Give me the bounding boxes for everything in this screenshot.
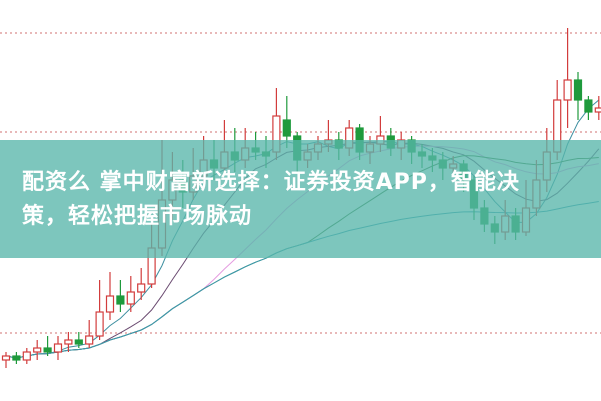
candle-body [594,107,601,113]
candle-body [53,343,63,353]
headline-line-2: 策，轻松把握市场脉动 [22,204,253,229]
candle-body [22,351,31,361]
candle-body [95,311,104,337]
candle-body [584,99,593,113]
candle-body [74,339,83,345]
candle-body [43,347,52,353]
candle-body [1,355,11,361]
candle-body [563,79,572,101]
candle-body [573,79,583,101]
candle-body [105,295,115,313]
candle-body [282,119,291,137]
candle-body [126,291,135,305]
candle-body [85,335,94,345]
candle-body [12,355,21,361]
candle-body [137,283,146,293]
candle-body [116,295,125,305]
candle-body [64,339,73,345]
candle-body [33,347,42,353]
headline-text: 配资么 掌中财富新选择：证券投资APP，智能决 策，轻松把握市场脉动 [22,166,592,234]
headline-banner [0,140,601,258]
headline-line-1: 配资么 掌中财富新选择：证券投资APP，智能决 [22,170,520,195]
